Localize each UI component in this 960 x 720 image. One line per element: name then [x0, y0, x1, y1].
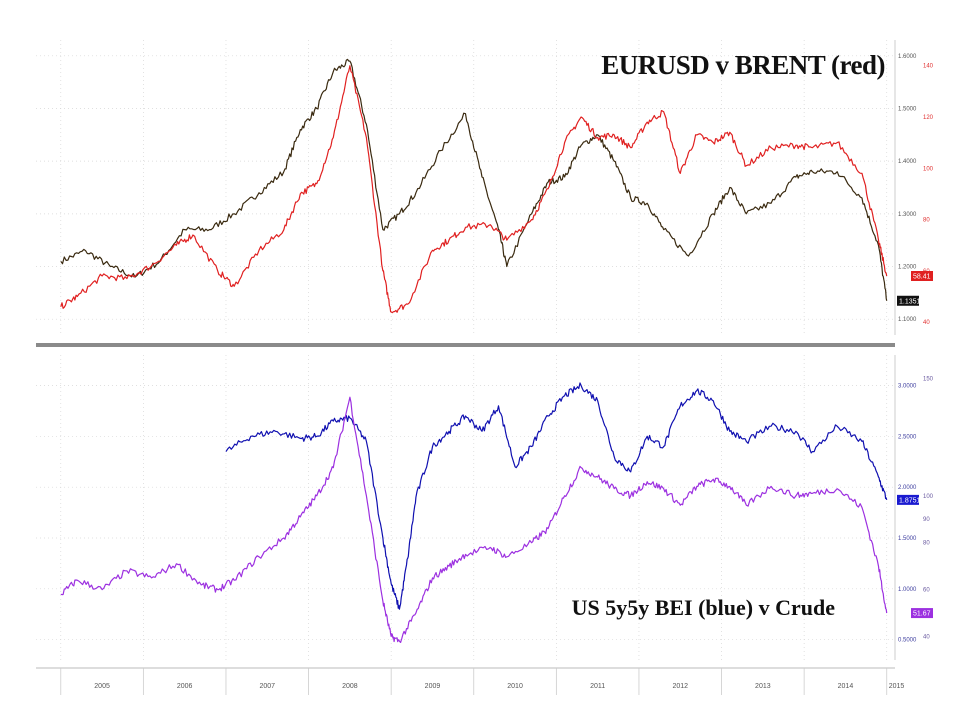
x-axis: 2005 2006 2007 2008 2009 2010 2011 2012 2013 2014…: [36, 667, 905, 695]
bottom-series: [60, 382, 888, 643]
last-value-tag: [911, 271, 933, 281]
y-left-tick-label: 3.0000: [898, 384, 917, 390]
last-value-label: 58.41: [913, 274, 931, 281]
x-tick-label: 2015: [889, 683, 905, 690]
x-tick-label: 2008: [342, 683, 358, 690]
x-tick-label: 2012: [672, 683, 688, 690]
top-title: EURUSD v BRENT (red): [601, 50, 885, 80]
last-value-label: 1.8751: [899, 497, 921, 504]
last-value-label: 1.1351: [899, 298, 921, 305]
x-tick-label: 2011: [590, 683, 605, 690]
last-value-tag: [897, 295, 919, 306]
last-value-tag: [897, 494, 919, 505]
top-grid: [36, 40, 895, 335]
x-ticks: 2005 2006 2007 2008 2009 2010 2011 2012 2013 2014…: [60, 668, 905, 695]
last-value-tag: [911, 608, 933, 619]
y-right-tick-label: 120: [923, 115, 934, 121]
y-left-tick-label: 1.0000: [898, 587, 917, 593]
x-tick-label: 2009: [425, 683, 441, 690]
series-line-1-1: [60, 396, 888, 643]
x-tick-label: 2007: [259, 683, 275, 690]
y-left-tick-label: 2.5000: [898, 434, 917, 440]
y-right-tick-label: 60: [923, 588, 930, 594]
x-tick-label: 2013: [755, 683, 771, 690]
y-left-tick-label: 2.0000: [898, 485, 917, 491]
y-left-tick-label: 1.6000: [898, 54, 917, 60]
y-left-tick-label: 1.5000: [898, 106, 917, 112]
bottom-title: US 5y5y BEI (blue) v Crude: [572, 595, 836, 620]
y-right-tick-label: 40: [923, 320, 930, 326]
y-right-tick-label: 80: [923, 541, 930, 547]
series-line-0-1: [60, 65, 888, 314]
last-value-label: 51.67: [913, 611, 931, 618]
y-right-tick-label: 80: [923, 218, 930, 224]
x-tick-label: 2014: [838, 683, 854, 690]
y-right-tick-label: 40: [923, 635, 930, 641]
y-right-tick-label: 140: [923, 64, 934, 70]
x-tick-label: 2010: [507, 683, 523, 690]
y-left-tick-label: 0.5000: [898, 638, 917, 644]
y-right-tick-label: 150: [923, 376, 934, 382]
y-right-tick-label: 90: [923, 517, 930, 523]
y-left-tick-label: 1.5000: [898, 536, 917, 542]
top-panel: 1.10001.20001.30001.40001.50001.60004060…: [36, 40, 934, 335]
y-right-tick-label: 100: [923, 494, 934, 500]
top-yticks: 1.10001.20001.30001.40001.50001.60004060…: [894, 40, 934, 335]
bottom-yticks: 0.5000 1.0000 1.5000 2.0000 2.5000 3.0000 40 60…: [894, 355, 934, 660]
top-series: [60, 58, 888, 314]
x-tick-label: 2006: [177, 683, 193, 690]
y-left-tick-label: 1.2000: [898, 265, 917, 271]
x-tick-label: 2005: [94, 683, 110, 690]
y-left-tick-label: 1.4000: [898, 159, 917, 165]
series-line-1-0: [225, 382, 888, 610]
bottom-panel: 0.5000 1.0000 1.5000 2.0000 2.5000 3.0000 40 60…: [36, 355, 934, 660]
series-line-0-0: [60, 58, 888, 301]
y-right-tick-label: 100: [923, 166, 934, 172]
y-left-tick-label: 1.3000: [898, 212, 917, 218]
y-left-tick-label: 1.1000: [898, 317, 917, 323]
